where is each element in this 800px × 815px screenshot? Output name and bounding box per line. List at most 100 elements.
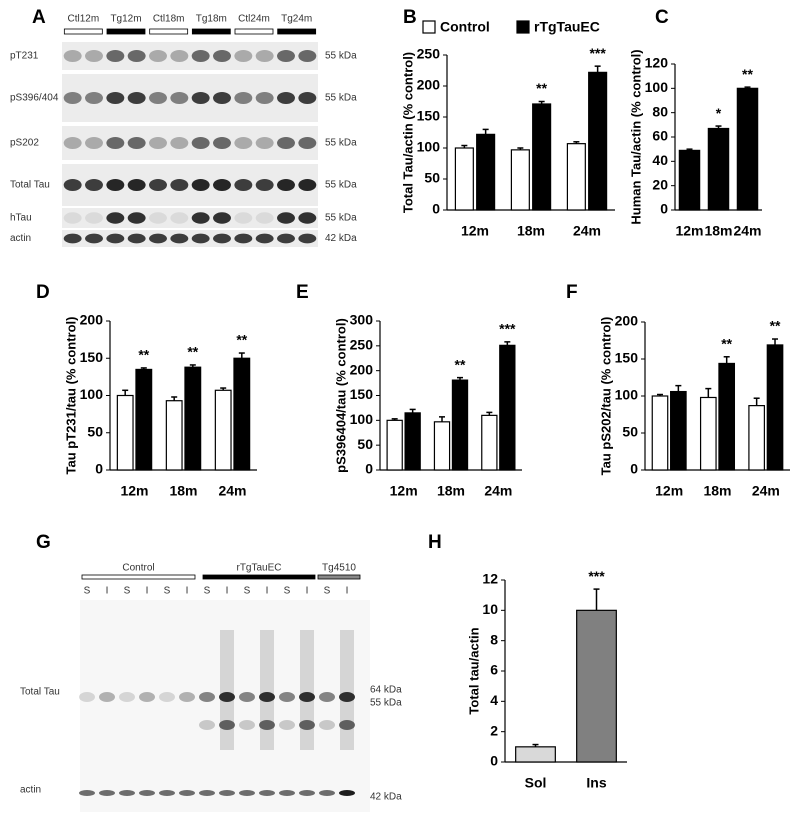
blot-size-label: 55 kDa [325,51,357,62]
y-axis-label: Total Tau/actin (% control) [400,52,415,213]
y-tick-label: 120 [645,55,669,71]
group-bar [81,574,196,580]
panel-label: G [36,532,51,553]
y-tick-label: 0 [660,201,668,217]
y-tick-label: 150 [350,386,374,402]
panel-label: D [36,282,50,303]
y-tick-label: 100 [350,411,374,427]
significance: ** [721,335,732,351]
blot-band [79,692,95,702]
blot-band [213,212,231,224]
blot-band [255,212,274,224]
blot-smear [340,630,354,750]
panel-label: C [655,7,669,28]
blot-band [259,720,275,730]
y-tick-label: 10 [482,601,498,617]
blot-band [339,720,355,730]
y-axis-label: Total tau/actin [466,627,481,714]
blot-smear [220,630,234,750]
blot-band [255,92,274,104]
blot-row-label: pS202 [10,138,39,149]
blot-band [127,179,146,191]
blot-row-label: Total Tau [10,180,50,191]
y-tick-label: 100 [645,79,669,95]
y-tick-label: 0 [490,753,498,769]
x-tick-label: 12m [120,483,148,499]
bar [678,149,701,211]
blot-band [106,212,125,224]
y-tick-label: 250 [350,337,374,353]
blot-band [255,137,274,149]
blot-band [298,212,317,224]
blot-strip [62,74,318,122]
blot-band [159,692,175,702]
column-label: Tg24m [281,14,312,25]
blot-band [255,233,274,244]
blot-band [63,50,82,62]
blot-band [259,692,275,702]
blot-band [213,92,231,104]
blot-band [299,790,315,796]
blot-band [299,692,315,702]
blot-band [319,692,335,702]
lane-label: S [244,586,251,597]
bar [454,147,474,211]
blot-band [279,692,295,702]
blot-band [106,137,125,149]
blot-row-label: pS396/404 [10,93,59,104]
lane-label: S [84,586,91,597]
blot-band [119,692,135,702]
blot-band [219,790,235,796]
x-tick-label: 18m [703,483,731,499]
y-tick-label: 0 [432,201,440,217]
blot-band [234,233,253,244]
column-bar [234,28,274,35]
bar [135,368,153,471]
blot-bg [80,600,370,812]
blot-row-label: actin [20,785,41,796]
blot-size-label: 55 kDa [325,213,357,224]
blot-band [106,179,125,191]
blot-strip [62,126,318,160]
bar [748,405,765,471]
x-tick-label: 12m [655,483,683,499]
bar [670,390,687,471]
blot-band [127,137,146,149]
lane-label: I [266,586,269,597]
blot-band [127,92,146,104]
blot-band [99,692,115,702]
blot-band [213,179,231,191]
blot-row-label: hTau [10,213,32,224]
y-tick-label: 0 [95,461,103,477]
lane-label: I [226,586,229,597]
blot-band [319,720,335,730]
legend-label: Control [440,19,490,35]
blot-band [199,720,215,730]
y-tick-label: 60 [652,128,668,144]
blot-smear [300,630,314,750]
blot-band [85,179,103,191]
blot-smear [260,630,274,750]
blot-band [279,790,295,796]
blot-band [159,790,175,796]
blot-band [191,233,210,244]
y-tick-label: 8 [490,631,498,647]
blot-band [213,50,231,62]
column-label: Tg18m [196,14,227,25]
bar [718,362,736,471]
blot-band [127,50,146,62]
y-tick-label: 200 [615,313,639,329]
significance: ** [770,318,781,334]
y-tick-label: 200 [80,312,104,328]
lane-label: I [306,586,309,597]
blot-band [277,92,295,104]
y-tick-label: 50 [87,423,103,439]
blot-band [213,137,231,149]
blot-band [170,233,189,244]
panel-label: F [566,282,578,303]
y-tick-label: 200 [350,361,374,377]
bar [233,357,251,471]
y-tick-label: 100 [80,386,104,402]
column-bar [191,28,231,35]
blot-row-label: Total Tau [20,687,60,698]
